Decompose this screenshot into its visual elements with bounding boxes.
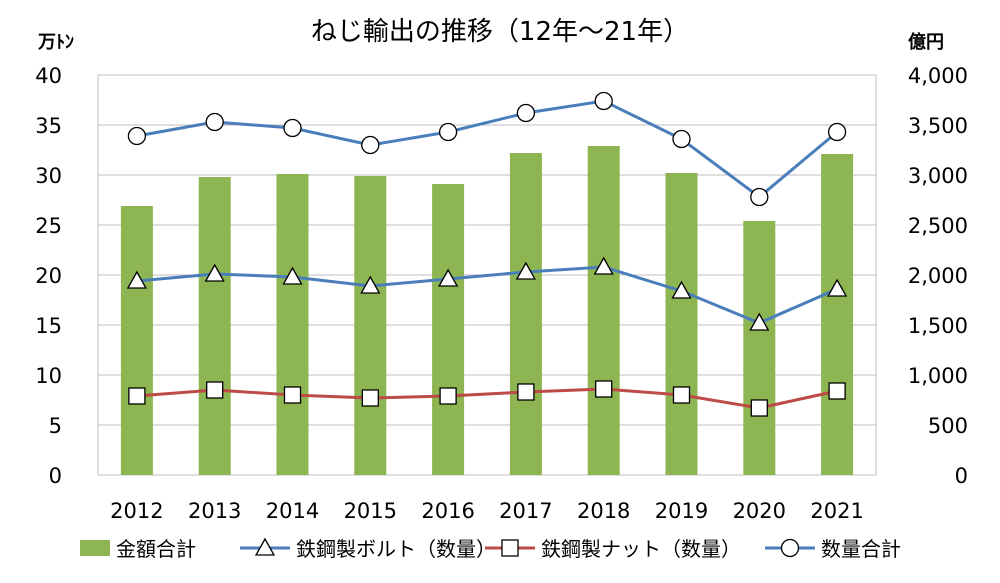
plot-area: 0 0 5 500 10 1,000 15 1,500 20 2,000 25 2,500 30 3,00… [35,64,968,523]
bar [743,221,776,475]
legend-swatch-bar [80,540,110,556]
data-point-square [206,381,224,399]
right-tick-label: 0 [955,464,968,488]
data-point-square [595,380,613,398]
x-tick-label: 2016 [421,499,474,523]
right-tick-label: 3,500 [908,114,968,138]
series-line [136,99,839,199]
data-point-circle [283,118,302,138]
bar [509,153,542,475]
right-tick-label: 3,000 [908,164,968,188]
bar [120,206,153,475]
data-point-circle [827,122,847,142]
x-tick-label: 2020 [733,499,786,523]
bar [821,154,854,475]
bar [354,176,387,475]
data-point-circle [594,91,613,111]
left-tick-label: 5 [49,414,62,438]
bar [198,177,231,475]
left-tick-label: 10 [35,364,62,388]
left-tick-label: 30 [35,164,62,188]
x-tick-label: 2019 [655,499,708,523]
data-point-circle [750,187,769,207]
data-point-square [128,387,146,405]
data-point-circle [516,103,536,123]
data-point-square [750,399,768,417]
data-point-square [672,386,691,404]
left-tick-label: 20 [35,264,62,288]
legend-label: 数量合計 [821,537,901,561]
legend-marker-triangle [254,537,276,556]
right-tick-label: 2,000 [908,264,968,288]
left-tick-label: 35 [35,114,62,138]
series-line [136,387,838,410]
right-axis-unit: 億円 [908,31,944,53]
plot-border [97,74,877,476]
data-point-square [361,389,379,407]
right-tick-label: 1,000 [908,364,968,388]
legend-label: 金額合計 [116,537,196,561]
legend-marker-square [501,539,519,557]
x-tick-label: 2014 [266,499,319,523]
x-tick-label: 2018 [577,499,630,523]
left-tick-label: 15 [35,314,62,338]
data-point-triangle [826,278,848,297]
data-point-triangle [126,270,148,289]
legend-label: 鉄鋼製ナット（数量） [541,537,741,561]
data-point-triangle [671,280,692,299]
x-tick-label: 2021 [810,499,863,523]
data-point-circle [361,135,380,155]
bar [432,184,465,475]
data-point-triangle [437,268,459,287]
data-point-circle [127,126,147,146]
left-tick-label: 40 [35,64,62,88]
left-tick-label: 0 [49,464,62,488]
data-point-square [283,386,302,404]
data-point-triangle [204,263,225,282]
right-tick-label: 4,000 [908,64,968,88]
data-point-circle [205,112,224,132]
x-tick-label: 2015 [344,499,397,523]
data-point-circle [438,122,458,142]
right-tick-label: 500 [928,414,968,438]
data-point-triangle [593,256,614,275]
data-point-triangle [515,261,537,280]
data-point-square [439,387,457,405]
bar [665,173,698,475]
legend-marker-circle [780,538,800,558]
left-axis-unit: 万ﾄﾝ [37,32,74,53]
x-tick-label: 2017 [499,499,552,523]
data-point-square [517,383,535,401]
data-point-circle [672,129,691,149]
right-tick-label: 1,500 [908,314,968,338]
bar [276,174,309,475]
legend: 金額合計 鉄鋼製ボルト（数量） 鉄鋼製ナット（数量） 数量合計 [80,537,901,561]
data-point-square [828,382,846,400]
data-point-triangle [282,266,303,285]
chart-title: ねじ輸出の推移（12年～21年） [311,17,689,47]
bar [587,146,620,475]
data-point-triangle [749,312,770,331]
legend-label: 鉄鋼製ボルト（数量） [296,537,496,561]
series-line [136,265,838,325]
x-tick-label: 2013 [188,499,241,523]
x-tick-label: 2012 [110,499,163,523]
left-tick-label: 25 [35,214,62,238]
data-point-triangle [360,275,381,294]
right-tick-label: 2,500 [908,214,968,238]
